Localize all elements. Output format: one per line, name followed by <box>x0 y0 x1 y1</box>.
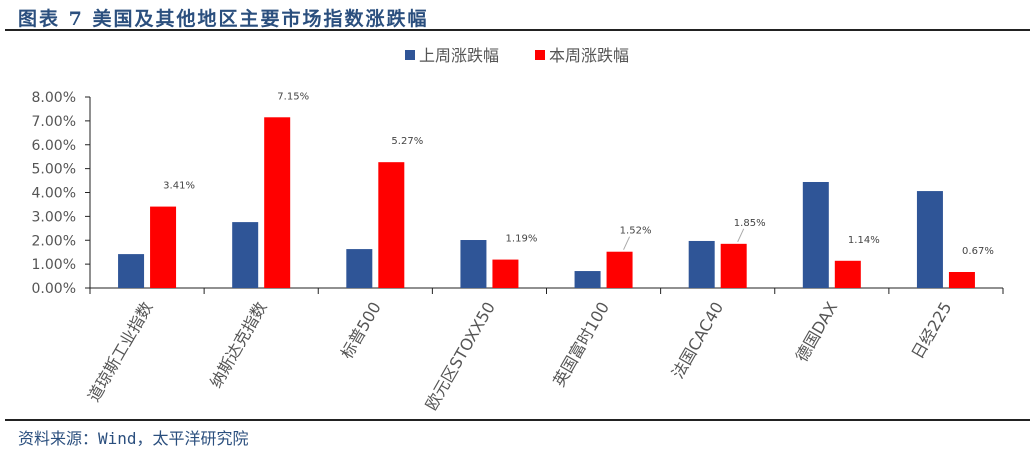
x-category-label: 欧元区STOXX50 <box>422 299 499 414</box>
x-category-label: 法国CAC40 <box>668 299 727 382</box>
bar-this-week <box>492 259 519 288</box>
bar-last-week <box>232 222 259 288</box>
bar-last-week <box>688 240 715 288</box>
y-tick-label: 6.00% <box>32 138 76 154</box>
bar-this-week <box>606 251 633 288</box>
legend-swatch <box>535 50 545 60</box>
legend-label: 上周涨跌幅 <box>419 46 499 65</box>
data-label: 3.41% <box>163 181 195 192</box>
data-label: 5.27% <box>391 136 423 147</box>
y-tick-label: 8.00% <box>32 90 76 106</box>
x-category-label: 纳斯达克指数 <box>206 299 270 392</box>
bar-this-week <box>150 206 177 288</box>
data-label: 1.52% <box>620 226 652 237</box>
x-category-label: 道琼斯工业指数 <box>84 299 156 406</box>
legend-label: 本周涨跌幅 <box>549 46 629 65</box>
source-divider <box>5 419 1030 421</box>
title-divider <box>5 29 1030 31</box>
bar-last-week <box>460 240 487 288</box>
y-tick-label: 7.00% <box>32 114 76 130</box>
x-category-label: 英国富时100 <box>549 299 613 390</box>
y-tick-label: 5.00% <box>32 162 76 178</box>
data-label: 1.85% <box>734 218 766 229</box>
bar-last-week <box>916 191 943 288</box>
source-note: 资料来源：Wind，太平洋研究院 <box>18 429 249 448</box>
data-label-leader <box>623 236 631 250</box>
bar-last-week <box>346 249 373 288</box>
figure-title: 图表 7 美国及其他地区主要市场指数涨跌幅 <box>18 8 429 30</box>
bar-this-week <box>948 272 975 288</box>
x-category-label: 德国DAX <box>792 298 841 365</box>
x-category-label: 日经225 <box>908 299 956 363</box>
data-label: 1.19% <box>506 234 538 245</box>
bar-this-week <box>378 162 405 288</box>
y-tick-label: 2.00% <box>32 233 76 249</box>
y-tick-label: 3.00% <box>32 209 76 225</box>
data-label: 0.67% <box>962 246 994 257</box>
legend-swatch <box>405 50 415 60</box>
bar-last-week <box>118 254 145 288</box>
bar-this-week <box>264 117 291 288</box>
bar-last-week <box>574 271 601 288</box>
bar-last-week <box>802 181 829 288</box>
x-category-label: 标普500 <box>337 299 385 363</box>
y-tick-label: 4.00% <box>32 186 76 202</box>
data-label-leader <box>737 228 745 243</box>
y-tick-label: 1.00% <box>32 257 76 273</box>
data-label: 1.14% <box>848 235 880 246</box>
bar-this-week <box>720 243 747 288</box>
bar-this-week <box>834 260 861 288</box>
y-tick-label: 0.00% <box>32 281 76 297</box>
data-label: 7.15% <box>277 91 309 102</box>
